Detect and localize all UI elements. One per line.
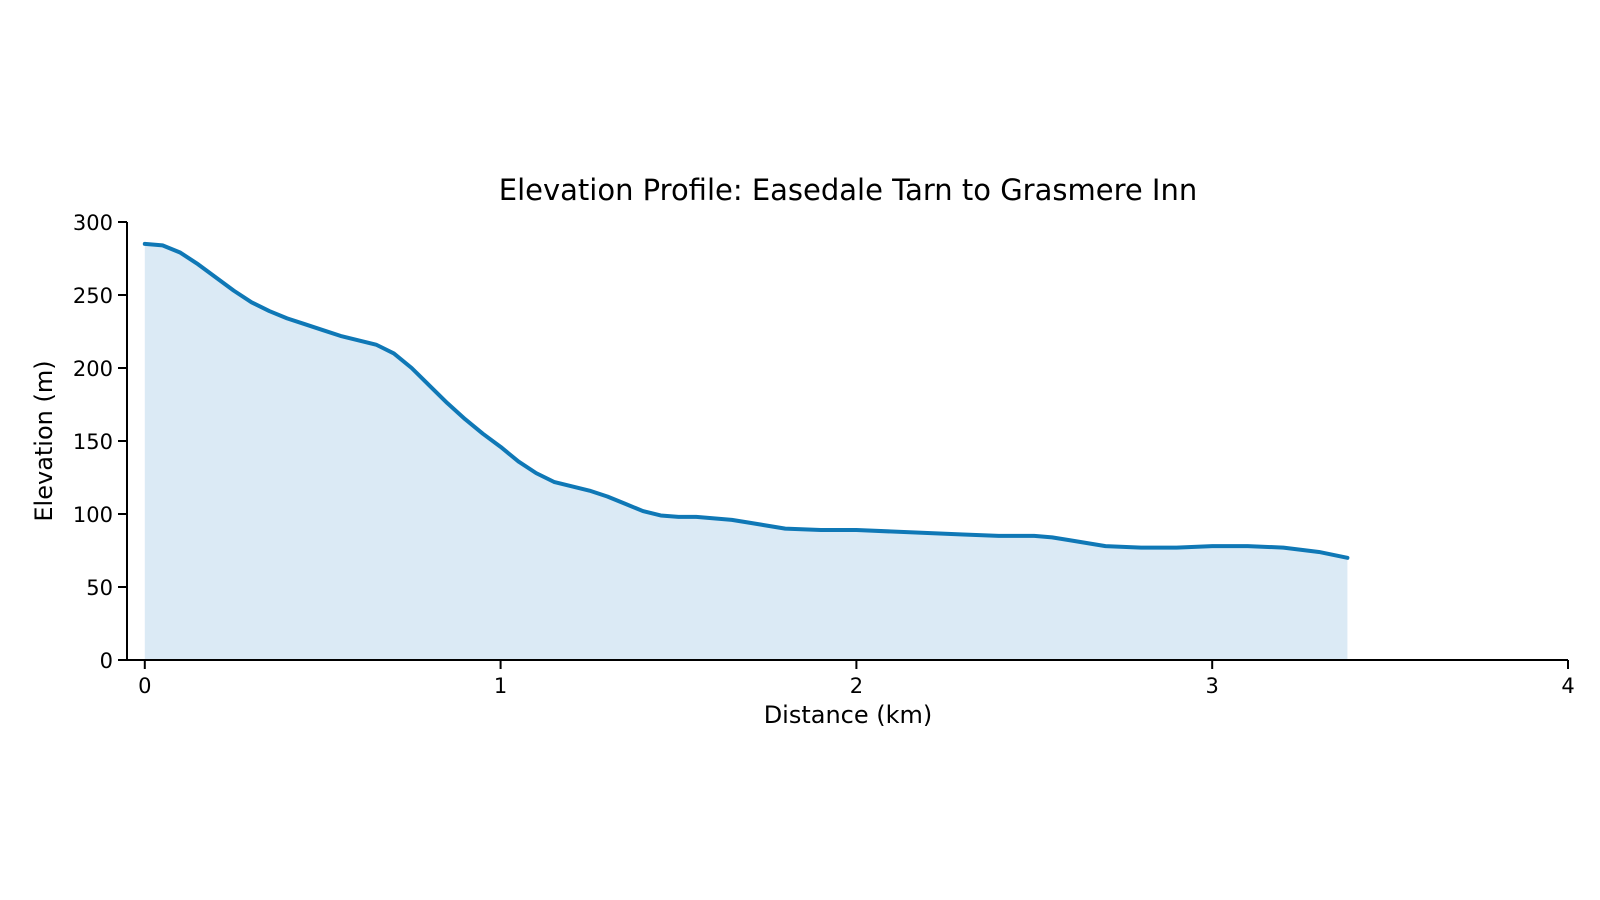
y-tick-label: 50	[86, 576, 113, 600]
y-ticks: 0 50 100 150 200 250 300	[73, 211, 127, 673]
x-tick-label: 2	[850, 674, 863, 698]
y-axis-label: Elevation (m)	[30, 360, 58, 521]
x-axis-label: Distance (km)	[764, 701, 933, 729]
y-tick-label: 0	[100, 649, 113, 673]
x-tick-label: 1	[494, 674, 507, 698]
y-tick-label: 100	[73, 503, 113, 527]
y-tick-label: 200	[73, 357, 113, 381]
x-tick-label: 3	[1206, 674, 1219, 698]
elevation-line	[142, 241, 1350, 560]
y-tick-label: 250	[73, 284, 113, 308]
y-tick-label: 150	[73, 430, 113, 454]
chart-title: Elevation Profile: Easedale Tarn to Gras…	[499, 173, 1197, 207]
x-tick-label: 0	[138, 674, 151, 698]
x-ticks: 0 1 2 3 4	[138, 660, 1575, 698]
elevation-area-fill	[144, 243, 1348, 660]
y-tick-label: 300	[73, 211, 113, 235]
x-tick-label: 4	[1561, 674, 1574, 698]
plot-area	[142, 241, 1350, 660]
